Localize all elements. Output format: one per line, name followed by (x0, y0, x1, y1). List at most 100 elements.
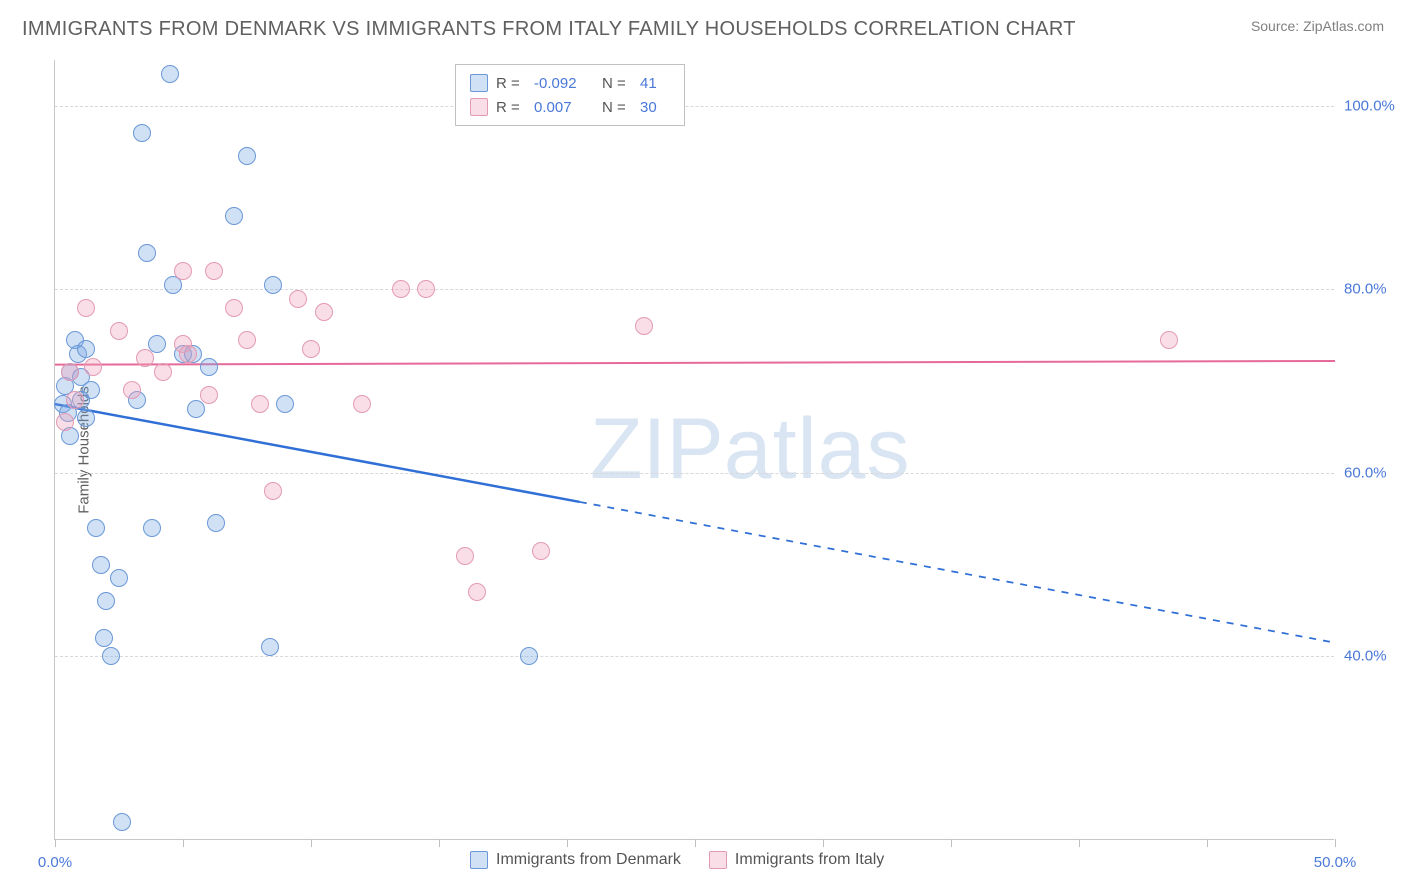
data-point-italy (417, 280, 435, 298)
source-attribution: Source: ZipAtlas.com (1251, 18, 1384, 34)
data-point-denmark (138, 244, 156, 262)
data-point-italy (200, 386, 218, 404)
trend-solid-denmark (55, 404, 580, 502)
data-point-italy (77, 299, 95, 317)
r-value-italy: 0.007 (534, 99, 594, 116)
data-point-denmark (520, 647, 538, 665)
x-minor-tick (1335, 839, 1336, 847)
x-minor-tick (55, 839, 56, 847)
y-tick-label: 80.0% (1344, 281, 1387, 298)
data-point-italy (61, 363, 79, 381)
data-point-denmark (261, 638, 279, 656)
data-point-denmark (207, 514, 225, 532)
n-value-denmark: 41 (640, 75, 670, 92)
x-minor-tick (567, 839, 568, 847)
data-point-denmark (143, 519, 161, 537)
data-point-denmark (264, 276, 282, 294)
data-point-denmark (161, 65, 179, 83)
plot-container: Family Households ZIPatlas 0.0%50.0%R =-… (54, 60, 1384, 840)
n-label: N = (602, 75, 632, 92)
swatch-denmark (470, 74, 488, 92)
data-point-denmark (102, 647, 120, 665)
gridline (55, 289, 1334, 290)
series-legend: Immigrants from Denmark Immigrants from I… (470, 851, 884, 869)
y-tick-label: 60.0% (1344, 464, 1387, 481)
legend-label-denmark: Immigrants from Denmark (496, 851, 681, 869)
gridline (55, 473, 1334, 474)
data-point-denmark (133, 124, 151, 142)
data-point-denmark (187, 400, 205, 418)
data-point-italy (205, 262, 223, 280)
watermark-zip: ZIP (590, 401, 724, 497)
watermark: ZIPatlas (590, 400, 910, 499)
data-point-italy (264, 482, 282, 500)
data-point-italy (179, 345, 197, 363)
legend-item-italy: Immigrants from Italy (709, 851, 884, 869)
legend-label-italy: Immigrants from Italy (735, 851, 884, 869)
n-value-italy: 30 (640, 99, 670, 116)
trend-solid-italy (55, 361, 1335, 365)
correlation-legend: R = -0.092 N = 41 R = 0.007 N = 30 (455, 64, 685, 126)
data-point-denmark (77, 409, 95, 427)
data-point-denmark (113, 813, 131, 831)
legend-item-denmark: Immigrants from Denmark (470, 851, 681, 869)
watermark-atlas: atlas (724, 401, 911, 497)
data-point-italy (56, 413, 74, 431)
data-point-denmark (238, 147, 256, 165)
data-point-italy (532, 542, 550, 560)
x-minor-tick (695, 839, 696, 847)
x-minor-tick (951, 839, 952, 847)
data-point-denmark (110, 569, 128, 587)
data-point-denmark (77, 340, 95, 358)
x-minor-tick (439, 839, 440, 847)
n-label: N = (602, 99, 632, 116)
data-point-italy (174, 262, 192, 280)
data-point-denmark (82, 381, 100, 399)
data-point-italy (392, 280, 410, 298)
data-point-italy (238, 331, 256, 349)
data-point-italy (1160, 331, 1178, 349)
data-point-italy (154, 363, 172, 381)
data-point-denmark (200, 358, 218, 376)
data-point-denmark (148, 335, 166, 353)
trend-dashed-denmark (580, 502, 1335, 643)
gridline (55, 106, 1334, 107)
correlation-row-italy: R = 0.007 N = 30 (470, 95, 670, 119)
data-point-denmark (276, 395, 294, 413)
data-point-denmark (225, 207, 243, 225)
data-point-denmark (97, 592, 115, 610)
data-point-denmark (92, 556, 110, 574)
correlation-row-denmark: R = -0.092 N = 41 (470, 71, 670, 95)
data-point-italy (635, 317, 653, 335)
swatch-denmark (470, 851, 488, 869)
y-tick-label: 40.0% (1344, 648, 1387, 665)
chart-title: IMMIGRANTS FROM DENMARK VS IMMIGRANTS FR… (22, 18, 1076, 41)
swatch-italy (709, 851, 727, 869)
data-point-italy (251, 395, 269, 413)
x-minor-tick (823, 839, 824, 847)
data-point-italy (123, 381, 141, 399)
x-minor-tick (1079, 839, 1080, 847)
trend-lines (55, 60, 1335, 840)
r-value-denmark: -0.092 (534, 75, 594, 92)
data-point-italy (84, 358, 102, 376)
r-label: R = (496, 99, 526, 116)
data-point-italy (315, 303, 333, 321)
data-point-italy (456, 547, 474, 565)
y-tick-label: 100.0% (1344, 97, 1395, 114)
data-point-italy (66, 391, 84, 409)
data-point-italy (136, 349, 154, 367)
swatch-italy (470, 98, 488, 116)
x-minor-tick (311, 839, 312, 847)
data-point-italy (225, 299, 243, 317)
scatter-plot: ZIPatlas 0.0%50.0%R =-0.092N =41R =0.007… (54, 60, 1334, 840)
data-point-italy (289, 290, 307, 308)
data-point-denmark (95, 629, 113, 647)
gridline (55, 656, 1334, 657)
x-tick-label: 50.0% (1314, 854, 1357, 871)
data-point-italy (110, 322, 128, 340)
r-label: R = (496, 75, 526, 92)
data-point-italy (302, 340, 320, 358)
x-tick-label: 0.0% (38, 854, 72, 871)
data-point-italy (468, 583, 486, 601)
